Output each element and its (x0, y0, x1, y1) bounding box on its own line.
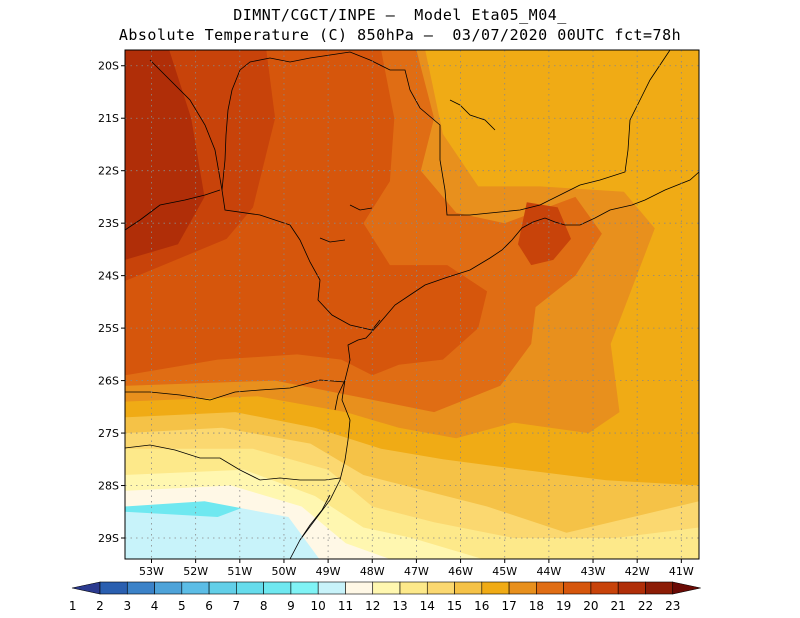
colorbar-swatch (208, 581, 237, 595)
colorbar-label: 6 (205, 599, 213, 613)
lat-axis: 20S 21S 22S 23S 24S 25S 26S 27S 28S 29S (98, 60, 125, 545)
temperature-region-21 (125, 50, 205, 260)
colorbar-label: 19 (556, 599, 571, 613)
colorbar-label: 15 (447, 599, 462, 613)
river-parana (149, 59, 223, 191)
colorbar-label: 10 (311, 599, 326, 613)
reservoir-1 (449, 99, 496, 131)
lon-tick-label: 43W (581, 565, 606, 578)
colorbar-swatch (536, 581, 564, 595)
lon-tick-label: 45W (492, 565, 517, 578)
colorbar-swatch (426, 581, 455, 595)
map-gridlines (125, 50, 699, 559)
lon-tick-label: 53W (139, 565, 164, 578)
lon-tick-label: 42W (625, 565, 650, 578)
coastline (334, 171, 699, 411)
colorbar-label: 12 (365, 599, 380, 613)
colorbar-label: 1 (69, 599, 77, 613)
lat-tick-label: 23S (98, 217, 119, 230)
colorbar-swatch (99, 581, 128, 595)
lat-tick-label: 20S (98, 60, 119, 73)
lon-tick-label: 46W (448, 565, 473, 578)
lat-tick-label: 28S (98, 480, 119, 493)
colorbar-swatch (290, 581, 319, 595)
lon-tick-label: 41W (669, 565, 694, 578)
lat-tick-label: 27S (98, 427, 119, 440)
colorbar-swatch (181, 581, 210, 595)
state-border-sp (289, 224, 381, 331)
colorbar-swatch (372, 581, 401, 595)
colorbar-label: 20 (583, 599, 598, 613)
colorbar-swatch (508, 581, 537, 595)
colorbar-swatch (399, 581, 428, 595)
map-borders (125, 50, 699, 559)
lat-tick-label: 26S (98, 375, 119, 388)
lon-tick-label: 47W (404, 565, 429, 578)
colorbar-label: 21 (611, 599, 626, 613)
lat-tick-label: 21S (98, 112, 119, 125)
reservoir-3 (349, 204, 373, 211)
colorbar-arrow-low (71, 581, 101, 595)
temperature-field (125, 50, 699, 559)
lat-tick-label: 24S (98, 270, 119, 283)
colorbar-swatch (126, 581, 155, 595)
lat-tick-label: 25S (98, 322, 119, 335)
colorbar-label: 2 (96, 599, 104, 613)
colorbar-label: 5 (178, 599, 186, 613)
lat-tick-label: 22S (98, 165, 119, 178)
lon-tick-label: 49W (316, 565, 341, 578)
state-border-sc-rs (125, 444, 341, 481)
colorbar-swatch (454, 581, 483, 595)
colorbar-swatch (263, 581, 292, 595)
colorbar-label: 3 (123, 599, 131, 613)
lon-tick-label: 44W (536, 565, 561, 578)
colorbar-label: 11 (338, 599, 353, 613)
colorbar-label: 14 (420, 599, 435, 613)
colorbar-label: 22 (638, 599, 653, 613)
temperature-region-20 (518, 202, 571, 266)
colorbar-label: 17 (501, 599, 516, 613)
international-border (125, 189, 221, 231)
colorbar-label: 13 (392, 599, 407, 613)
colorbar-swatch (317, 581, 346, 595)
chart-title-line2: Absolute Temperature (C) 850hPa — 03/07/… (118, 26, 682, 44)
colorbar-swatch (590, 581, 619, 595)
colorbar-label: 23 (665, 599, 680, 613)
lon-tick-label: 48W (360, 565, 385, 578)
state-border-ms-sp (239, 51, 581, 216)
colorbar-swatch (236, 581, 264, 595)
colorbar-swatch (563, 581, 592, 595)
lon-tick-label: 50W (272, 565, 297, 578)
colorbar-label: 16 (474, 599, 489, 613)
lagoon-patos (299, 494, 331, 541)
state-border-pr-sc (125, 379, 346, 401)
state-border-ms-pr (221, 69, 291, 226)
colorbar-swatch (617, 581, 646, 595)
reservoir-2 (319, 237, 346, 243)
lon-tick-label: 51W (227, 565, 252, 578)
colorbar-label: 8 (260, 599, 268, 613)
colorbar-label: 18 (529, 599, 544, 613)
colorbar-swatch (481, 581, 510, 595)
colorbar-arrow-high (672, 581, 701, 595)
lon-axis: 53W 52W 51W 50W 49W 48W 47W 46W 45W 44W 43W 42W 41W (139, 559, 694, 578)
map-frame (124, 49, 700, 560)
colorbar: 1 2 3 4 5 6 7 8 9 10 11 12 13 14 15 16 17 18 19 20 21 22 23 (69, 581, 701, 613)
colorbar-swatch (345, 581, 374, 595)
state-border-mg-rj (579, 50, 671, 186)
colorbar-label: 7 (233, 599, 241, 613)
colorbar-label: 4 (151, 599, 159, 613)
lat-tick-label: 29S (98, 532, 119, 545)
colorbar-swatch (154, 581, 183, 595)
chart-title-line1: DIMNT/CGCT/INPE — Model Eta05_M04_ (233, 6, 567, 24)
coastline-south (289, 379, 351, 559)
colorbar-swatch (645, 581, 674, 595)
colorbar-label: 9 (287, 599, 295, 613)
lon-tick-label: 52W (183, 565, 208, 578)
